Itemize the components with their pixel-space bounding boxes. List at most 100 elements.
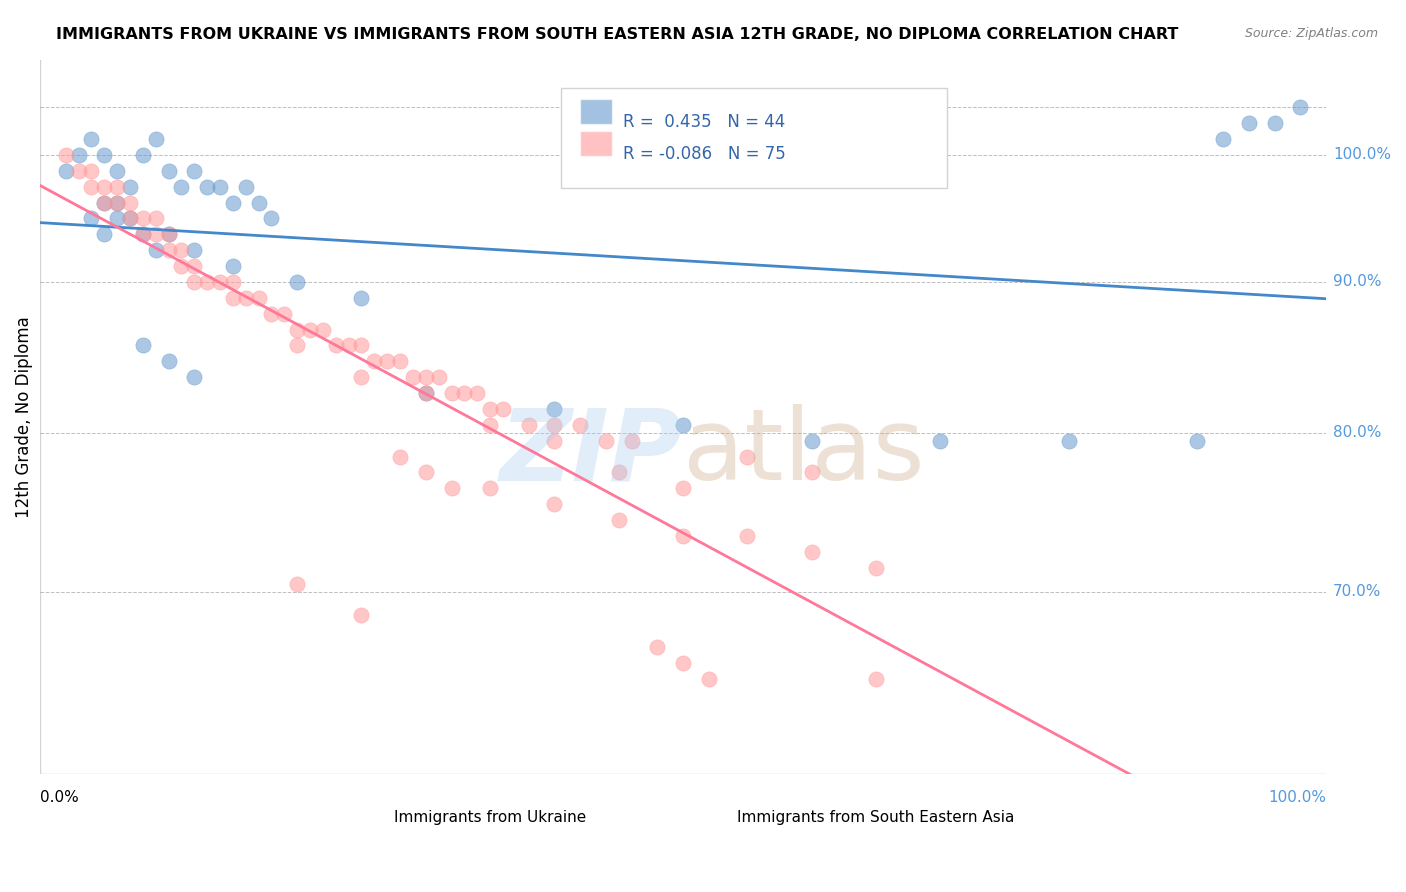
Point — [517, 417, 540, 432]
Point — [145, 132, 167, 146]
Point — [132, 338, 155, 352]
Point — [93, 227, 115, 242]
Circle shape — [706, 794, 737, 812]
Point — [415, 370, 437, 384]
Point — [208, 179, 231, 194]
Text: 90.0%: 90.0% — [1333, 275, 1382, 289]
Point — [737, 529, 759, 543]
Point — [260, 307, 283, 321]
FancyBboxPatch shape — [581, 131, 612, 156]
Point — [105, 195, 128, 210]
Point — [132, 148, 155, 162]
Point — [105, 195, 128, 210]
Text: R =  0.435   N = 44: R = 0.435 N = 44 — [623, 113, 785, 131]
Point — [157, 163, 180, 178]
Text: ZIP: ZIP — [501, 404, 683, 501]
Point — [195, 275, 218, 289]
Point — [208, 275, 231, 289]
Text: Immigrants from Ukraine: Immigrants from Ukraine — [394, 810, 586, 825]
Point — [800, 466, 823, 480]
Point — [132, 227, 155, 242]
Point — [607, 466, 630, 480]
Point — [80, 163, 103, 178]
Point — [325, 338, 347, 352]
Point — [183, 275, 205, 289]
Point — [1212, 132, 1234, 146]
Point — [285, 576, 308, 591]
Point — [440, 386, 463, 401]
Point — [285, 275, 308, 289]
Point — [479, 481, 502, 495]
Point — [697, 672, 720, 686]
Point — [132, 211, 155, 226]
Point — [105, 163, 128, 178]
Point — [55, 148, 77, 162]
Point — [183, 370, 205, 384]
Point — [595, 434, 617, 448]
Point — [1237, 116, 1260, 130]
Point — [492, 401, 515, 416]
Point — [543, 417, 565, 432]
Text: atlas: atlas — [683, 404, 925, 501]
Point — [415, 386, 437, 401]
Point — [222, 259, 245, 273]
Point — [80, 179, 103, 194]
Point — [132, 227, 155, 242]
Text: 100.0%: 100.0% — [1333, 147, 1391, 162]
Point — [247, 195, 270, 210]
FancyBboxPatch shape — [561, 88, 946, 188]
Point — [222, 275, 245, 289]
Point — [145, 211, 167, 226]
Point — [145, 243, 167, 257]
Point — [402, 370, 425, 384]
Point — [1264, 116, 1286, 130]
Point — [299, 322, 322, 336]
Point — [157, 227, 180, 242]
Point — [427, 370, 450, 384]
Point — [195, 179, 218, 194]
Point — [1289, 100, 1312, 114]
Text: 100.0%: 100.0% — [1268, 790, 1326, 805]
Point — [183, 259, 205, 273]
Point — [672, 529, 695, 543]
Point — [1057, 434, 1080, 448]
Point — [118, 195, 141, 210]
Point — [672, 481, 695, 495]
Point — [645, 640, 668, 654]
Point — [350, 370, 373, 384]
Text: IMMIGRANTS FROM UKRAINE VS IMMIGRANTS FROM SOUTH EASTERN ASIA 12TH GRADE, NO DIP: IMMIGRANTS FROM UKRAINE VS IMMIGRANTS FR… — [56, 27, 1178, 42]
Point — [375, 354, 398, 368]
Point — [80, 132, 103, 146]
Point — [170, 179, 193, 194]
Point — [737, 450, 759, 464]
Point — [80, 211, 103, 226]
Text: 80.0%: 80.0% — [1333, 425, 1381, 441]
Point — [157, 243, 180, 257]
Point — [672, 656, 695, 670]
Point — [235, 179, 257, 194]
Point — [479, 401, 502, 416]
Point — [222, 195, 245, 210]
Text: 0.0%: 0.0% — [39, 790, 79, 805]
Point — [273, 307, 295, 321]
Point — [67, 163, 90, 178]
Point — [453, 386, 475, 401]
Point — [363, 354, 385, 368]
Point — [620, 434, 643, 448]
Point — [118, 211, 141, 226]
Point — [543, 434, 565, 448]
Point — [145, 227, 167, 242]
Point — [118, 211, 141, 226]
Point — [465, 386, 488, 401]
Point — [672, 417, 695, 432]
Point — [183, 243, 205, 257]
Text: R = -0.086   N = 75: R = -0.086 N = 75 — [623, 145, 786, 163]
Point — [67, 148, 90, 162]
Point — [415, 386, 437, 401]
Point — [55, 163, 77, 178]
Point — [183, 163, 205, 178]
Point — [93, 195, 115, 210]
Point — [170, 259, 193, 273]
Point — [607, 513, 630, 527]
Point — [222, 291, 245, 305]
